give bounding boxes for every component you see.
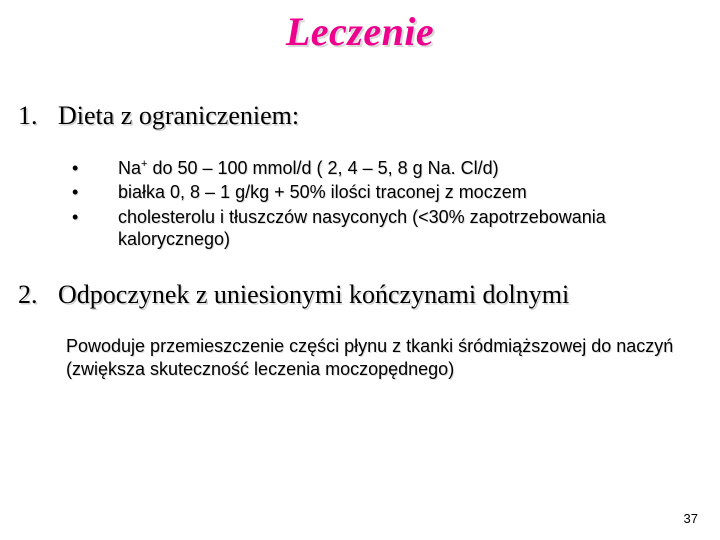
bullet-dot-icon: •	[66, 206, 118, 229]
page-number: 37	[684, 511, 698, 526]
item-heading: Odpoczynek z uniesionymi kończynami doln…	[58, 279, 569, 312]
content-area: 1. Dieta z ograniczeniem: • Na+ do 50 – …	[18, 100, 702, 380]
slide: Leczenie 1. Dieta z ograniczeniem: • Na+…	[0, 0, 720, 540]
numbered-item-1: 1. Dieta z ograniczeniem:	[18, 100, 702, 133]
bullet-text: cholesterolu i tłuszczów nasyconych (<30…	[118, 206, 702, 251]
bullet-dot-icon: •	[66, 181, 118, 204]
bullet-text: Na+ do 50 – 100 mmol/d ( 2, 4 – 5, 8 g N…	[118, 157, 702, 180]
bullet-item: • białka 0, 8 – 1 g/kg + 50% ilości trac…	[66, 181, 702, 204]
numbered-item-2: 2. Odpoczynek z uniesionymi kończynami d…	[18, 279, 702, 312]
bullet-list-1: • Na+ do 50 – 100 mmol/d ( 2, 4 – 5, 8 g…	[66, 157, 702, 251]
item-marker: 1.	[18, 100, 58, 131]
item-marker: 2.	[18, 279, 58, 310]
item-heading: Dieta z ograniczeniem:	[58, 100, 299, 133]
slide-title: Leczenie	[0, 8, 720, 55]
bullet-item: • cholesterolu i tłuszczów nasyconych (<…	[66, 206, 702, 251]
bullet-text: białka 0, 8 – 1 g/kg + 50% ilości tracon…	[118, 181, 702, 204]
bullet-item: • Na+ do 50 – 100 mmol/d ( 2, 4 – 5, 8 g…	[66, 157, 702, 180]
item-paragraph: Powoduje przemieszczenie części płynu z …	[66, 335, 686, 380]
bullet-dot-icon: •	[66, 157, 118, 180]
